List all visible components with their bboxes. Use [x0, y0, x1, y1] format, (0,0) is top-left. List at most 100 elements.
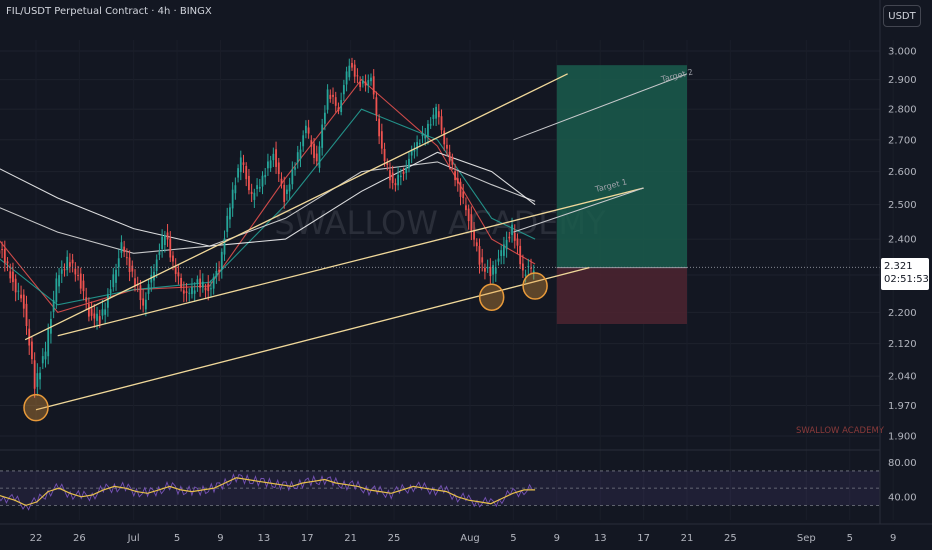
- candle-body: [201, 281, 204, 288]
- candle-body: [397, 174, 400, 186]
- last-price-tag: 2.321 02:51:53: [881, 258, 929, 290]
- candle-body: [332, 94, 334, 97]
- candle-body: [269, 160, 272, 169]
- candle-body: [440, 116, 443, 131]
- candle-body: [220, 251, 223, 270]
- y-tick-label: 2.200: [888, 308, 917, 319]
- candle-body: [50, 318, 52, 334]
- highlight-circle[interactable]: [522, 272, 548, 300]
- candle-body: [174, 266, 177, 274]
- candle-body: [299, 149, 302, 160]
- highlight-circle[interactable]: [478, 283, 505, 311]
- x-tick-label: Sep: [797, 533, 816, 544]
- candle-body: [524, 274, 527, 276]
- candle-body: [155, 259, 158, 271]
- candle-body: [36, 373, 39, 387]
- candle-body: [250, 191, 253, 195]
- candle-body: [432, 114, 435, 119]
- candle-body: [505, 240, 508, 250]
- candle-body: [239, 157, 242, 173]
- candle-body: [503, 244, 505, 256]
- x-tick-label: 9: [217, 533, 223, 544]
- candle-body: [210, 288, 212, 290]
- candle-body: [117, 258, 120, 268]
- candle-body: [163, 235, 166, 246]
- y-tick-label: 2.120: [888, 339, 917, 350]
- candle-body: [177, 272, 180, 277]
- candle-body: [475, 242, 478, 247]
- candle-body: [106, 294, 109, 308]
- candle-body: [229, 207, 231, 220]
- candle-body: [267, 161, 269, 169]
- target-2-line[interactable]: [513, 73, 688, 141]
- target-zone[interactable]: [556, 65, 687, 268]
- candle-body: [359, 82, 362, 88]
- channel-line-middle[interactable]: [57, 187, 644, 337]
- candle-body: [399, 175, 402, 178]
- candle-body: [275, 149, 277, 167]
- candle-body: [321, 124, 324, 148]
- candle-body: [193, 290, 196, 294]
- candle-body: [283, 184, 286, 202]
- channel-line-lower[interactable]: [35, 267, 590, 411]
- candle-body: [166, 232, 169, 240]
- candle-body: [500, 250, 503, 256]
- candle-body: [427, 123, 429, 138]
- candle-body: [90, 308, 93, 316]
- x-tick-label: 22: [30, 533, 43, 544]
- candle-body: [513, 232, 516, 241]
- candle-body: [378, 118, 381, 137]
- candle-body: [424, 134, 427, 139]
- candle-body: [20, 294, 22, 299]
- candle-body: [437, 111, 440, 118]
- candle-body: [516, 238, 519, 246]
- candle-body: [530, 267, 532, 269]
- candle-body: [337, 107, 340, 111]
- x-tick-label: 17: [637, 533, 650, 544]
- candle-body: [9, 271, 12, 279]
- candle-body: [484, 267, 486, 272]
- candle-body: [6, 261, 9, 264]
- candle-body: [104, 309, 107, 315]
- x-tick-label: 26: [73, 533, 86, 544]
- candle-body: [391, 172, 394, 184]
- candle-body: [112, 274, 115, 288]
- candle-body: [248, 175, 250, 191]
- candle-body: [1, 249, 3, 251]
- candle-body: [408, 158, 410, 169]
- candle-body: [39, 372, 41, 380]
- candle-body: [340, 100, 343, 113]
- candle-body: [286, 189, 288, 194]
- candle-body: [188, 292, 191, 294]
- x-tick-label: Aug: [460, 533, 480, 544]
- candle-body: [288, 184, 291, 192]
- candle-body: [492, 265, 494, 275]
- candle-body: [456, 178, 459, 184]
- x-tick-label: 13: [594, 533, 607, 544]
- candle-body: [47, 329, 50, 357]
- candle-body: [93, 313, 96, 319]
- y-tick-label: 3.000: [888, 47, 917, 58]
- x-tick-label: 25: [388, 533, 401, 544]
- candle-body: [435, 106, 437, 119]
- stop-zone[interactable]: [556, 267, 687, 325]
- candle-body: [180, 277, 183, 288]
- target-1-line[interactable]: [513, 187, 644, 233]
- candle-body: [82, 280, 85, 292]
- candle-body: [467, 208, 470, 222]
- candle-body: [77, 274, 79, 276]
- highlight-circle[interactable]: [23, 393, 49, 422]
- candle-body: [12, 271, 14, 283]
- candle-body: [264, 174, 267, 178]
- candle-body: [448, 151, 451, 162]
- candle-body: [245, 166, 248, 180]
- candle-body: [454, 171, 456, 181]
- channel-line-upper[interactable]: [24, 73, 568, 341]
- candle-body: [421, 133, 424, 137]
- currency-button[interactable]: USDT: [883, 5, 921, 27]
- candle-body: [277, 162, 280, 175]
- candle-body: [389, 170, 391, 181]
- candle-body: [139, 285, 142, 301]
